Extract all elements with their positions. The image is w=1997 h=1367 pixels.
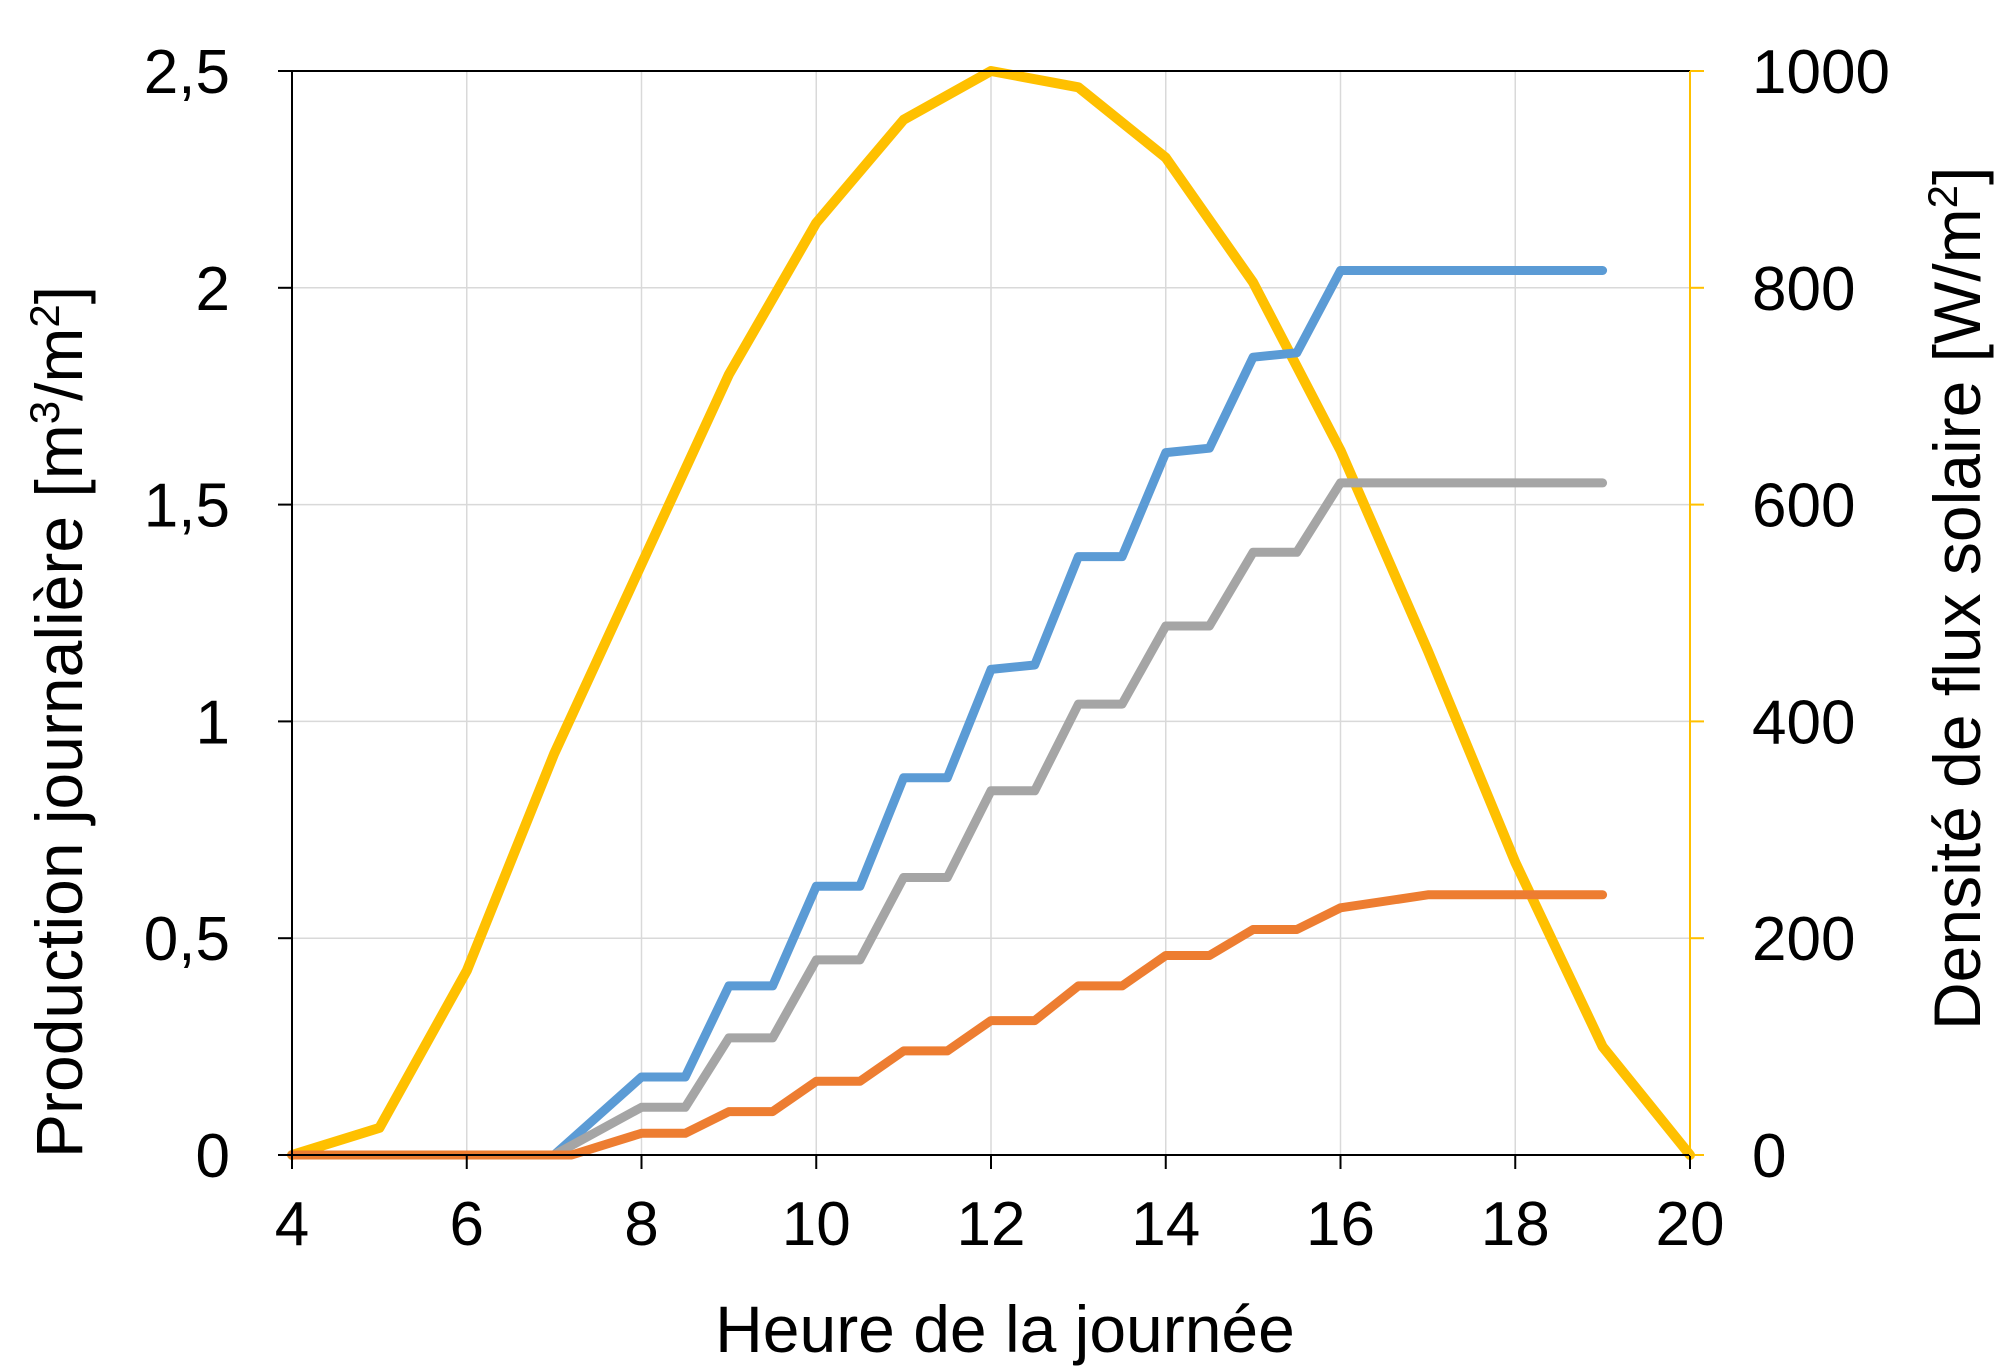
y-left-title-part: Production journalière [m xyxy=(22,424,96,1158)
y-axis-left-title: Production journalière [m3/m2] xyxy=(21,286,97,1158)
y-right-tick-label: 200 xyxy=(1752,905,1855,974)
y-left-tick-label: 0,5 xyxy=(144,905,230,974)
y-left-title-exponent: 3 xyxy=(21,401,68,424)
y-left-tick-label: 1 xyxy=(196,688,230,757)
series-line xyxy=(287,266,1608,1160)
x-tick-label: 18 xyxy=(1481,1190,1550,1259)
y-right-title-part: ] xyxy=(1920,167,1994,185)
y-right-tick-label: 1000 xyxy=(1752,38,1890,107)
y-axis-right-title: Densité de flux solaire [W/m2] xyxy=(1919,167,1995,1030)
y-left-title-exponent: 2 xyxy=(21,304,68,327)
x-tick-label: 12 xyxy=(957,1190,1026,1259)
x-tick-label: 8 xyxy=(624,1190,658,1259)
y-left-tick-label: 2,5 xyxy=(144,38,230,107)
y-left-tick-label: 2 xyxy=(196,255,230,324)
y-left-title-part: /m xyxy=(22,328,96,401)
x-tick-label: 6 xyxy=(450,1190,484,1259)
y-right-tick-label: 0 xyxy=(1752,1122,1786,1191)
y-right-tick-label: 800 xyxy=(1752,255,1855,324)
y-right-tick-label: 400 xyxy=(1752,688,1855,757)
grid-lines xyxy=(291,70,1691,1156)
y-left-tick-label: 1,5 xyxy=(144,472,230,541)
series-line xyxy=(287,478,1608,1160)
x-tick-label: 14 xyxy=(1131,1190,1200,1259)
axes xyxy=(278,70,1704,1169)
y-left-title-part: ] xyxy=(22,286,96,304)
x-axis-title: Heure de la journée xyxy=(715,1292,1295,1366)
y-right-tick-label: 600 xyxy=(1752,472,1855,541)
series-line xyxy=(287,890,1608,1160)
x-tick-label: 20 xyxy=(1656,1190,1725,1259)
y-right-title-exponent: 2 xyxy=(1919,185,1966,208)
x-tick-label: 10 xyxy=(782,1190,851,1259)
y-left-tick-label: 0 xyxy=(196,1122,230,1191)
x-tick-label: 4 xyxy=(275,1190,309,1259)
x-tick-label: 16 xyxy=(1306,1190,1375,1259)
y-right-title-part: Densité de flux solaire [W/m xyxy=(1920,208,1994,1030)
tick-labels: 4 6 8 10 12 14 16 18 2000,511,522,50200400600800… xyxy=(144,38,1890,1259)
